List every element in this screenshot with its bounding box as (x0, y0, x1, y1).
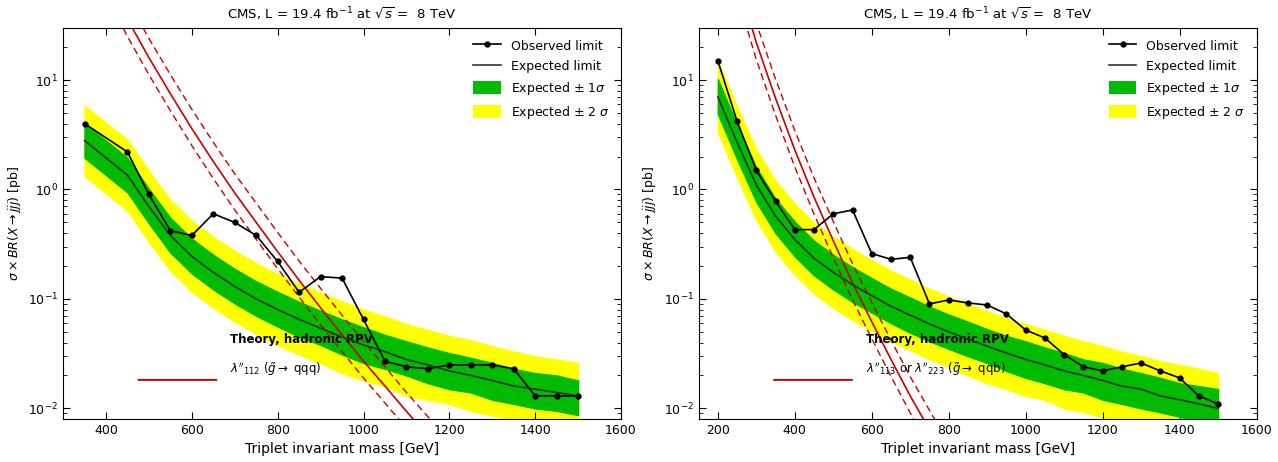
Legend: Observed limit, Expected limit, Expected $\pm$ 1$\sigma$, Expected $\pm$ 2 $\sig: Observed limit, Expected limit, Expected… (1104, 34, 1250, 126)
X-axis label: Triplet invariant mass [GeV]: Triplet invariant mass [GeV] (245, 443, 440, 456)
Text: $\lambda''_{113}$ or $\lambda''_{223}$ ($\tilde{g} \rightarrow$ qqb): $\lambda''_{113}$ or $\lambda''_{223}$ (… (866, 360, 1006, 378)
Title: CMS, L = 19.4 fb$^{-1}$ at $\sqrt{s}$ =  8 TeV: CMS, L = 19.4 fb$^{-1}$ at $\sqrt{s}$ = … (863, 6, 1093, 23)
Title: CMS, L = 19.4 fb$^{-1}$ at $\sqrt{s}$ =  8 TeV: CMS, L = 19.4 fb$^{-1}$ at $\sqrt{s}$ = … (227, 6, 456, 23)
Y-axis label: $\sigma \times BR(X \rightarrow jjj)$ [pb]: $\sigma \times BR(X \rightarrow jjj)$ [p… (642, 166, 658, 281)
Legend: Observed limit, Expected limit, Expected $\pm$ 1$\sigma$, Expected $\pm$ 2 $\sig: Observed limit, Expected limit, Expected… (469, 34, 615, 126)
X-axis label: Triplet invariant mass [GeV]: Triplet invariant mass [GeV] (881, 443, 1075, 456)
Y-axis label: $\sigma \times BR(X \rightarrow jjj)$ [pb]: $\sigma \times BR(X \rightarrow jjj)$ [p… (5, 166, 23, 281)
Text: Theory, hadronic RPV: Theory, hadronic RPV (230, 333, 373, 346)
Text: $\lambda''_{112}$ ($\tilde{g} \rightarrow$ qqq): $\lambda''_{112}$ ($\tilde{g} \rightarro… (230, 360, 322, 378)
Text: Theory, hadronic RPV: Theory, hadronic RPV (866, 333, 1008, 346)
